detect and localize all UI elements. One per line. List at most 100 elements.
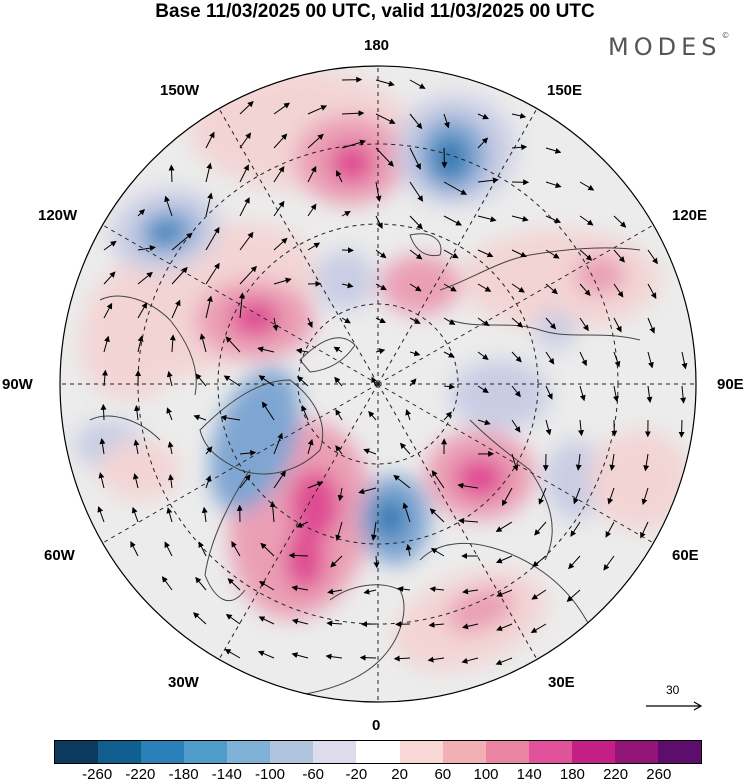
- anomaly-blob: [230, 300, 280, 336]
- wind-arrow: [530, 623, 547, 633]
- wind-arrow: [477, 351, 489, 360]
- wind-arrow: [195, 576, 207, 591]
- wind-arrow: [477, 385, 489, 393]
- wind-arrow: [579, 283, 591, 296]
- wind-arrow: [296, 521, 309, 528]
- wind-arrow: [375, 113, 396, 124]
- wind-arrow: [291, 585, 309, 592]
- wind-arrow: [681, 351, 688, 370]
- wind-arrow: [337, 487, 344, 502]
- wind-arrow: [511, 317, 524, 328]
- wind-arrow: [511, 215, 529, 222]
- wind-arrow: [223, 375, 241, 387]
- lon-label-60e: 60E: [672, 547, 699, 564]
- wind-arrow: [239, 132, 252, 149]
- wind-arrow: [201, 506, 208, 523]
- wind-arrow: [288, 552, 309, 559]
- wind-arrow: [678, 419, 685, 438]
- anomaly-blob: [535, 310, 575, 350]
- wind-arrow: [333, 346, 343, 353]
- meridian-line: [377, 383, 654, 544]
- wind-arrow: [291, 618, 309, 625]
- wind-arrow: [100, 403, 107, 421]
- anomaly-blob: [380, 255, 460, 315]
- wind-arrow: [205, 262, 220, 285]
- meridian-line: [102, 224, 379, 385]
- wind-arrow: [168, 474, 174, 489]
- wind-arrow: [205, 446, 213, 455]
- wind-arrow: [431, 470, 445, 489]
- wind-arrow: [545, 351, 555, 365]
- colorbar-tick-label: 220: [603, 766, 629, 783]
- wind-arrow: [239, 164, 249, 183]
- anomaly-blob: [545, 440, 605, 520]
- wind-arrow: [579, 351, 587, 367]
- colorbar-swatch: [227, 741, 271, 763]
- wind-arrow: [325, 653, 343, 660]
- wind-arrow: [613, 385, 619, 403]
- wind-arrow: [358, 487, 377, 495]
- wind-arrow: [161, 576, 173, 591]
- colorbar-tick-label: 60: [434, 766, 452, 783]
- wind-arrow: [511, 283, 525, 293]
- wind-arrow: [443, 181, 468, 195]
- wind-arrow: [341, 110, 365, 117]
- wind-arrow: [545, 283, 558, 295]
- wind-arrow: [132, 473, 139, 489]
- wind-arrow: [579, 249, 593, 261]
- wind-arrow: [198, 541, 207, 557]
- wind-arrow: [258, 375, 275, 387]
- wind-arrow: [477, 317, 490, 327]
- wind-arrow: [258, 581, 275, 591]
- wind-arrow: [409, 283, 422, 292]
- wind-arrow: [545, 385, 553, 400]
- wind-arrow: [205, 475, 212, 489]
- wind-arrow: [307, 438, 314, 455]
- coastline-segment: [299, 337, 356, 373]
- wind-arrow: [409, 113, 423, 130]
- wind-arrow: [307, 242, 321, 251]
- wind-arrow: [137, 245, 156, 252]
- lon-label-30w: 30W: [168, 674, 199, 691]
- coastline-segment: [204, 469, 251, 602]
- anomaly-blob: [455, 458, 505, 498]
- colorbar: [54, 740, 702, 764]
- colorbar-tick-label: -100: [254, 766, 286, 783]
- meridian-line: [218, 383, 379, 660]
- wind-arrow: [330, 555, 343, 568]
- wind-arrow: [239, 474, 251, 489]
- wind-arrow: [605, 521, 615, 538]
- wind-arrow: [164, 541, 173, 557]
- wind-arrow: [168, 164, 175, 183]
- wind-arrow: [409, 249, 423, 260]
- wind-arrow: [640, 521, 649, 539]
- wind-arrow: [531, 589, 547, 600]
- wind-arrow: [137, 208, 145, 217]
- wind-arrow: [103, 271, 116, 285]
- wind-arrow: [462, 588, 479, 595]
- wind-arrow: [511, 453, 519, 472]
- wind-arrow: [258, 616, 275, 625]
- wind-arrow: [429, 508, 445, 523]
- wind-arrow: [335, 445, 343, 455]
- wind-arrow: [307, 105, 328, 115]
- colorbar-tick-label: -60: [302, 766, 325, 783]
- coastline-segment: [199, 379, 324, 475]
- wind-arrow: [239, 265, 257, 285]
- wind-arrow: [131, 506, 139, 523]
- wind-arrow: [257, 650, 275, 659]
- wind-arrow: [607, 487, 615, 505]
- wind-arrow: [171, 266, 188, 285]
- wind-arrow: [399, 442, 411, 455]
- wind-arrow: [273, 165, 285, 183]
- wind-arrow: [495, 555, 513, 564]
- wind-arrow: [368, 410, 377, 421]
- wind-arrow: [171, 232, 193, 251]
- wind-arrow: [409, 350, 421, 357]
- wind-arrow: [137, 335, 144, 353]
- coastlines: [89, 233, 641, 696]
- wind-arrow: [545, 317, 557, 330]
- wind-arrow: [307, 165, 317, 183]
- anomaly-blob: [432, 136, 468, 180]
